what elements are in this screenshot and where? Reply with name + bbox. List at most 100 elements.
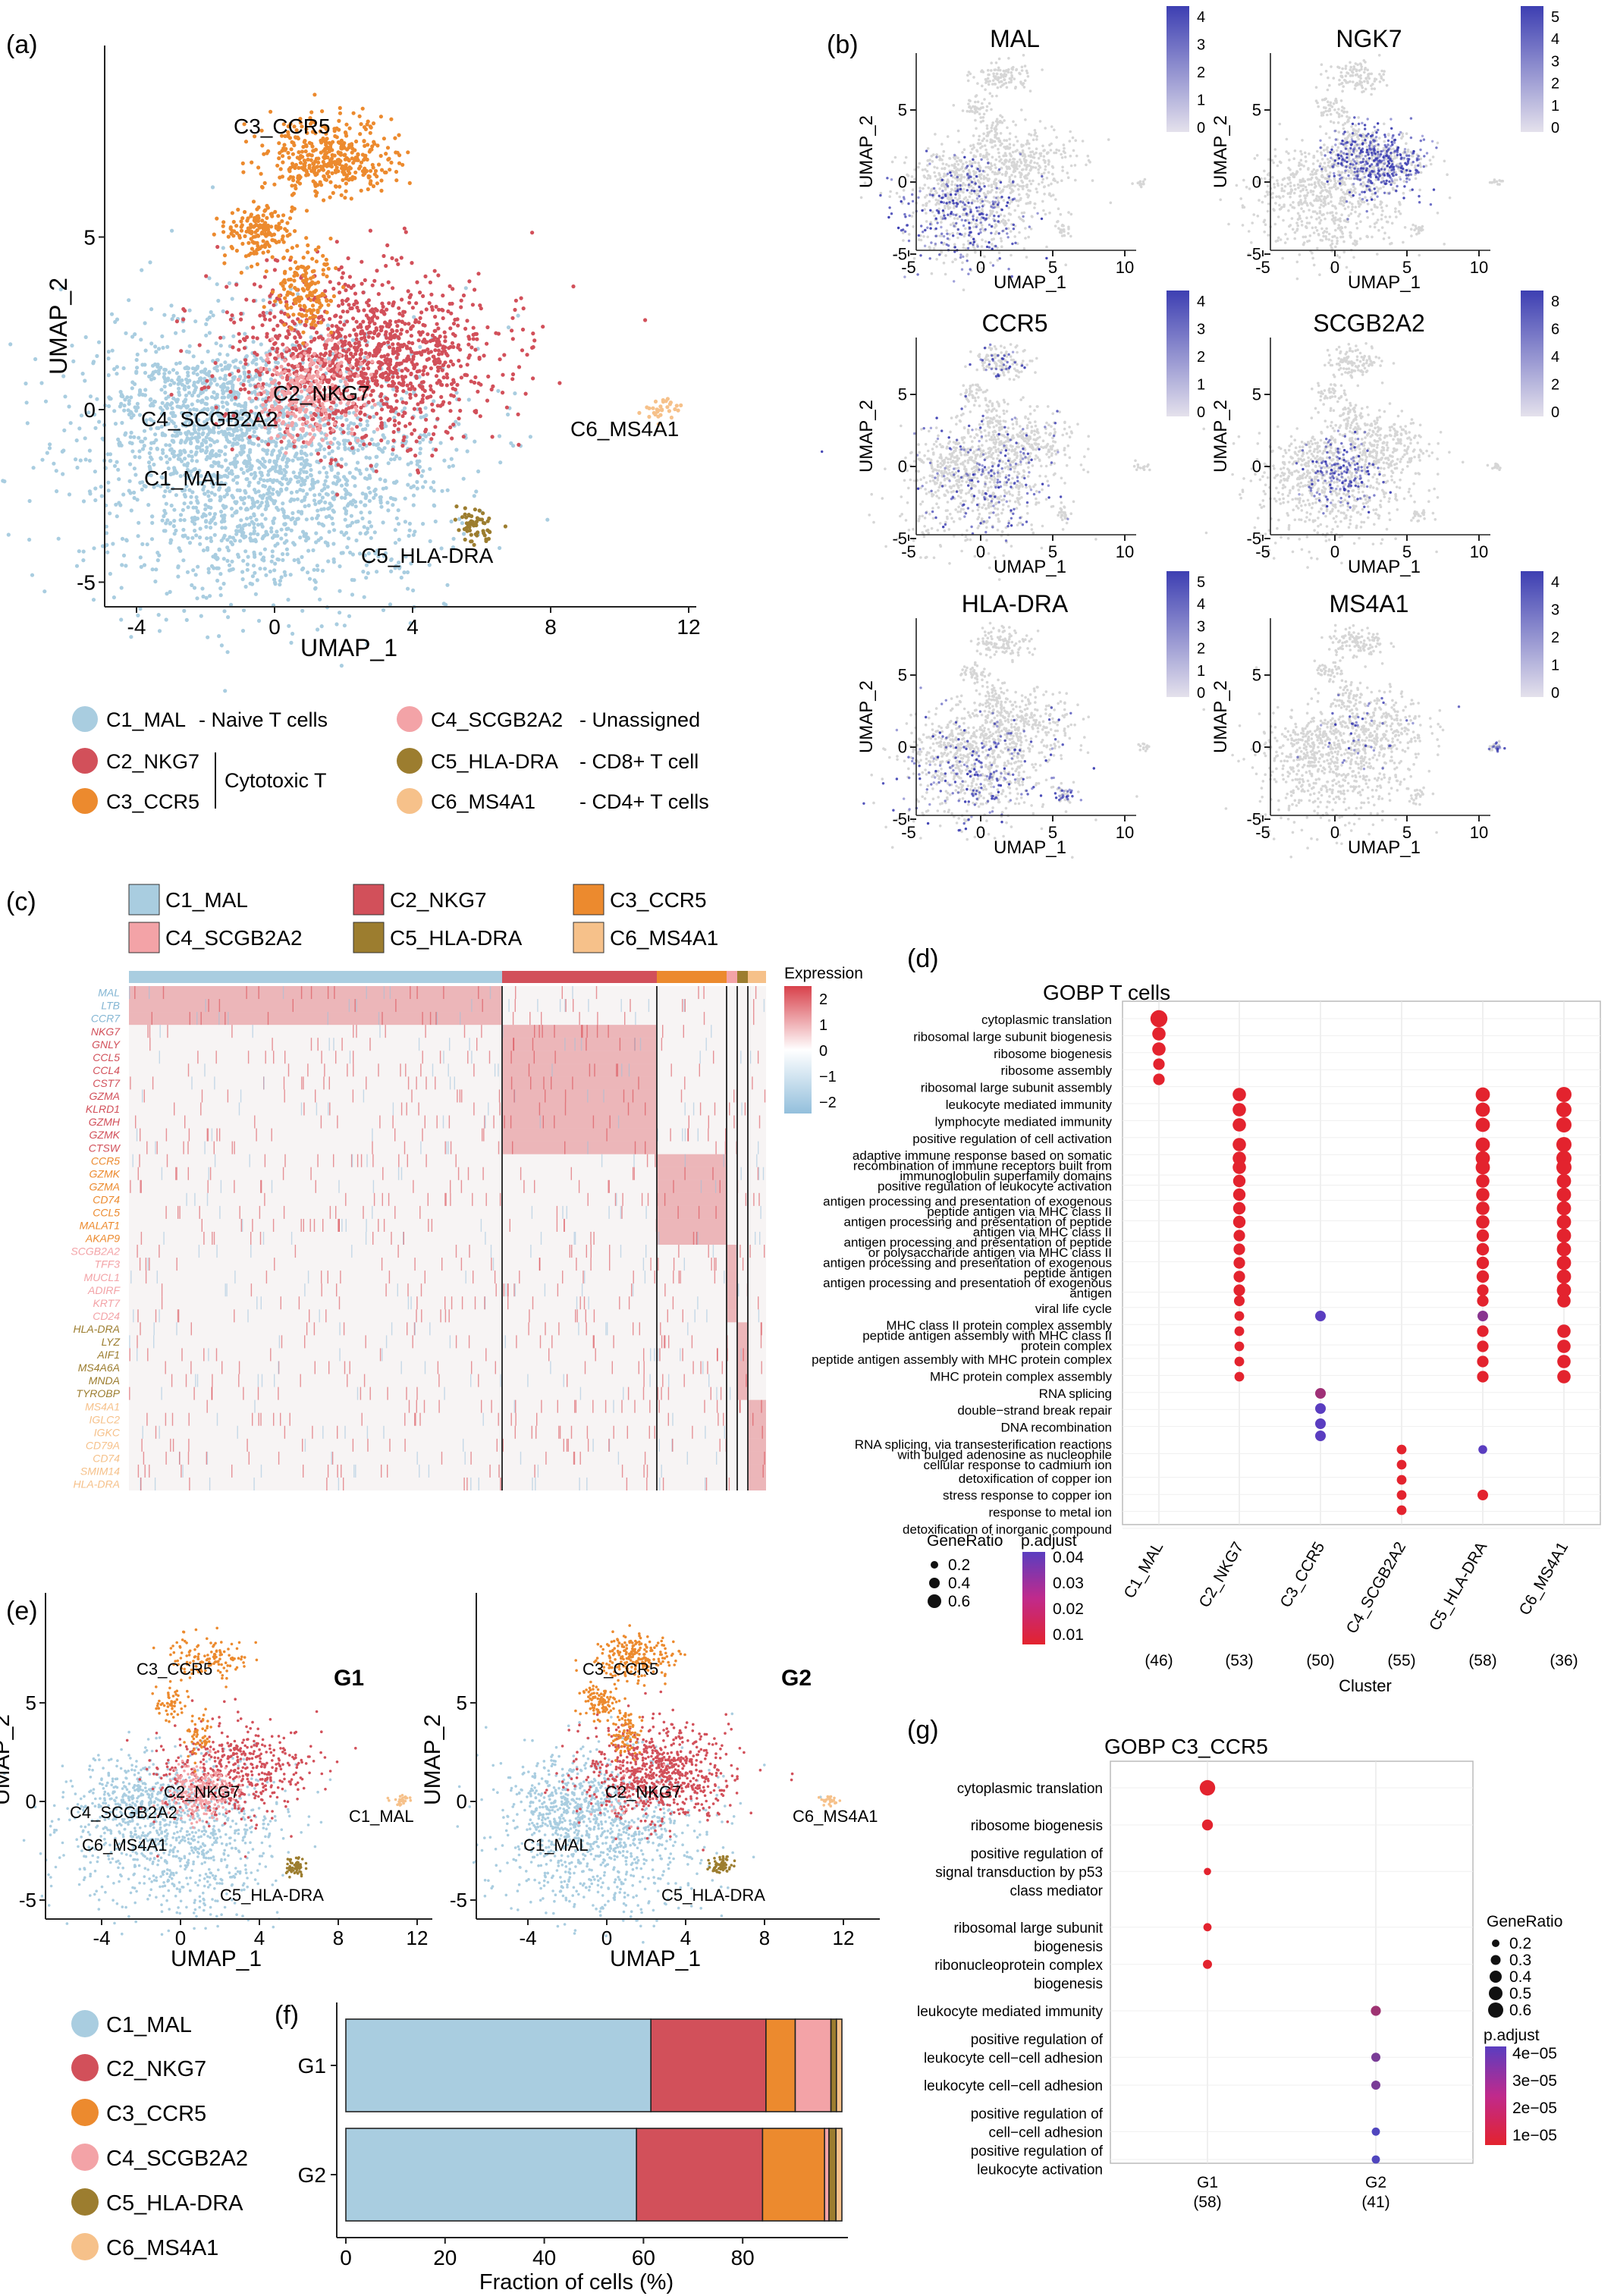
panel-label-e: (e): [6, 1597, 38, 1625]
feature-colorbar-tick: 3: [1551, 602, 1559, 619]
g-term-label: leukocyte activation: [977, 2162, 1103, 2178]
d-dot: [1233, 1202, 1245, 1214]
d-legend-color-title: p.adjust: [1021, 1532, 1077, 1550]
e-cluster-label: C4_SCGB2A2: [70, 1803, 177, 1822]
y-tick-label: -5: [77, 570, 96, 594]
heatmap-gene-label: TYROBP: [76, 1387, 120, 1399]
d-term-label: cellular response to cadmium ion: [923, 1458, 1112, 1472]
feature-colorbar-tick: 5: [1197, 574, 1205, 591]
y-tick-label: -5: [892, 245, 907, 264]
feature-colorbar: [1167, 571, 1189, 697]
d-dot: [1234, 1296, 1245, 1306]
y-tick-label: -5: [892, 529, 907, 548]
feature-x-label: UMAP_1: [1348, 557, 1421, 577]
legend-c-swatch-c4: [129, 922, 159, 953]
cluster-label-c4: C4_SCGB2A2: [141, 407, 278, 431]
e-group-label: G1: [334, 1666, 364, 1691]
g-dot: [1372, 2156, 1380, 2164]
legend-c-swatch-c6: [573, 922, 604, 953]
e-cluster-label: C3_CCR5: [582, 1660, 658, 1679]
feature-colorbar-tick: 4: [1551, 574, 1559, 591]
feature-title: SCGB2A2: [1313, 309, 1425, 337]
e-y-label: UMAP_2: [420, 1714, 445, 1805]
d-term-label: ribosome assembly: [1001, 1063, 1113, 1078]
heatmap-gene-label: CD79A: [86, 1439, 120, 1451]
feature-title: CCR5: [981, 309, 1047, 337]
legend-e-swatch-c1: [71, 2010, 99, 2037]
f-bar-segment: [346, 2019, 651, 2112]
g-legend-color-bar: [1485, 2046, 1506, 2145]
feature-colorbar-tick: 1: [1551, 98, 1559, 115]
d-term-label: response to metal ion: [988, 1506, 1112, 1520]
y-tick-label: 0: [1252, 738, 1261, 757]
feature-y-label: UMAP_2: [1210, 400, 1231, 473]
g-dot: [1371, 2053, 1380, 2062]
y-tick-label: -5: [19, 1889, 36, 1911]
legend-label-c3: C3_CCR5: [106, 790, 199, 813]
e-group-label: G2: [781, 1666, 812, 1691]
cluster-c6-cells: [387, 1794, 412, 1807]
d-dot: [1557, 1270, 1572, 1284]
g-term-label: positive regulation of: [971, 2144, 1104, 2159]
d-dot: [1232, 1138, 1246, 1151]
y-tick-label: 5: [457, 1691, 467, 1714]
umap-g1: -4 0 4 8 1250-5UMAP_1UMAP_2G1C3_CCR5C2_NKG7C…: [0, 1593, 432, 1971]
d-legend-size-dot-1: [931, 1561, 938, 1569]
d-term-label: cytoplasmic translation: [981, 1013, 1112, 1027]
y-tick-label: 0: [1252, 173, 1261, 192]
d-dot: [1556, 1102, 1572, 1117]
d-legend-size-3: 0.6: [948, 1593, 970, 1610]
d-dot: [1476, 1174, 1490, 1188]
feature-colorbar-tick: 3: [1197, 322, 1205, 338]
g-term-label: ribosome biogenesis: [971, 1818, 1103, 1834]
feature-colorbar-tick: 1: [1197, 663, 1205, 680]
panel-label-a: (a): [6, 30, 38, 59]
heatmap-gene-label: TFF3: [95, 1258, 121, 1270]
feature-y-label: UMAP_2: [1210, 680, 1231, 753]
legend-c-swatch-c1: [129, 884, 159, 915]
feature-y-label: UMAP_2: [856, 400, 877, 473]
f-bar-segment: [796, 2019, 831, 2112]
feature-colorbar-tick: 2: [1551, 377, 1559, 394]
d-dot: [1315, 1311, 1326, 1321]
heatmap-gene-label: IGKC: [94, 1426, 121, 1438]
d-dot: [1315, 1431, 1326, 1441]
feature-colorbar: [1521, 6, 1543, 132]
feature-x-label: UMAP_1: [994, 557, 1066, 577]
x-tick-label: 0: [268, 615, 281, 639]
legend-swatch-c2: [72, 748, 98, 774]
legend-e-swatch-c4: [71, 2144, 99, 2171]
panel-g-title: GOBP C3_CCR5: [1104, 1735, 1268, 1758]
d-term-label: DNA recombination: [1001, 1421, 1112, 1435]
d-dot: [1397, 1490, 1407, 1500]
cluster-c3-cells: [241, 93, 412, 217]
y-tick-label: -5: [892, 810, 907, 829]
panel-label-g: (g): [907, 1716, 939, 1745]
g-legend-size-1: 0.2: [1509, 1935, 1531, 1952]
legend-label-c4: C4_SCGB2A2: [431, 708, 563, 731]
d-dot: [1397, 1445, 1407, 1455]
d-dot: [1476, 1215, 1490, 1229]
heatmap-gene-label: GZMH: [89, 1116, 121, 1128]
x-tick-label: 0: [1330, 258, 1339, 277]
d-dot: [1557, 1340, 1571, 1353]
heatmap-gene-label: NKG7: [91, 1026, 121, 1038]
expr-tick-m1: −1: [819, 1069, 837, 1085]
d-dot: [1315, 1388, 1326, 1399]
g-legend-color-4: 1e−05: [1512, 2127, 1557, 2144]
d-term-label: positive regulation of cell activation: [912, 1132, 1112, 1146]
d-legend-color-3: 0.02: [1053, 1600, 1084, 1618]
f-bar-segment: [636, 2128, 762, 2221]
d-x-tick-label: C6_MS4A1: [1516, 1539, 1572, 1619]
d-dot: [1233, 1257, 1245, 1268]
legend-desc-c5: - CD8+ T cell: [579, 750, 699, 773]
e-cluster-label: C6_MS4A1: [793, 1807, 878, 1826]
panel-label-c: (c): [6, 887, 36, 916]
expr-tick-m2: −2: [819, 1095, 837, 1111]
d-dot: [1477, 1355, 1488, 1367]
g-term-label: biogenesis: [1034, 1976, 1103, 1992]
legend-c-label-c1: C1_MAL: [165, 888, 248, 912]
y-label-a: UMAP_2: [45, 278, 72, 375]
g-term-label: class mediator: [1010, 1883, 1104, 1899]
